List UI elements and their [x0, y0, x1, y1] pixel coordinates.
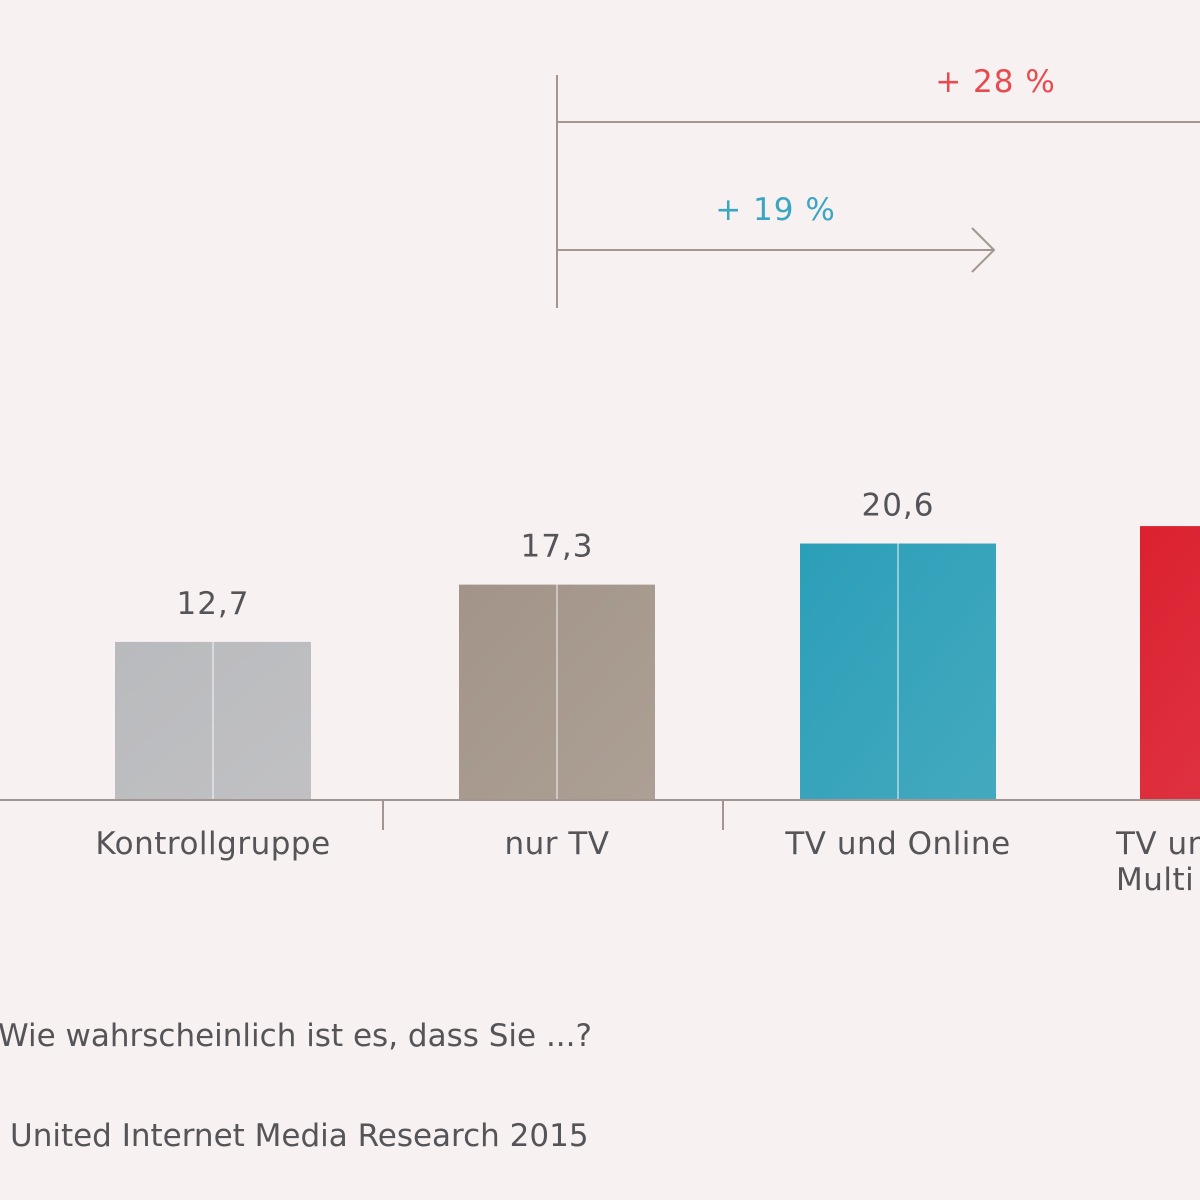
value-label-1: 12,7 [176, 586, 249, 622]
category-label-4-line-2: Multi [1116, 862, 1195, 898]
category-label-3-line-1: TV und Online [785, 826, 1011, 862]
category-label-1-line-1: Kontrollgruppe [95, 826, 331, 862]
category-label-1: Kontrollgruppe [43, 824, 383, 864]
category-label-2-line-1: nur TV [504, 826, 610, 862]
bar-1 [115, 641, 311, 800]
bar-2 [459, 584, 655, 800]
bar-4 [1140, 526, 1200, 800]
bar-3 [800, 543, 996, 800]
question-note: Wie wahrscheinlich ist es, dass Sie ...? [0, 1018, 592, 1054]
annotation-label-2: + 19 % [715, 192, 836, 228]
category-label-3: TV und Online [728, 824, 1068, 864]
value-label-2: 17,3 [520, 529, 593, 565]
category-label-2: nur TV [387, 824, 727, 864]
value-label-3: 20,6 [861, 488, 934, 524]
source-note: United Internet Media Research 2015 [10, 1118, 589, 1154]
category-label-4: TV undMulti [1116, 824, 1200, 900]
annotation-label-1: + 28 % [935, 64, 1056, 100]
category-label-4-line-1: TV und [1116, 826, 1200, 862]
annotation-arrowhead-2 [971, 227, 996, 273]
